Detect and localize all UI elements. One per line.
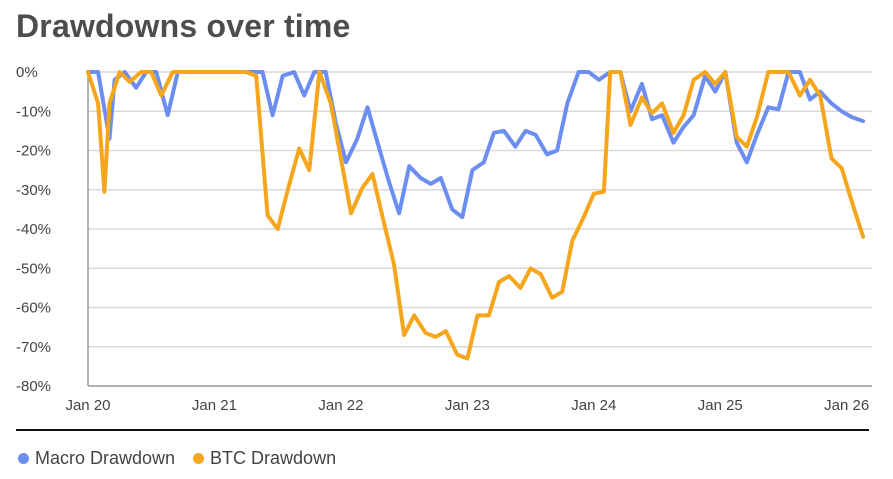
x-tick-label: Jan 26 — [824, 397, 869, 414]
legend-label-btc: BTC Drawdown — [210, 448, 337, 468]
x-tick-label: Jan 24 — [571, 397, 616, 414]
legend: Macro Drawdown BTC Drawdown — [18, 448, 354, 469]
y-tick-label: -30% — [16, 182, 51, 199]
legend-item-btc[interactable]: BTC Drawdown — [193, 448, 336, 469]
legend-label-macro: Macro Drawdown — [35, 448, 176, 468]
x-axis-ticks: Jan 20 Jan 21 Jan 22 Jan 23 Jan 24 Jan 25 Jan … — [65, 397, 869, 414]
x-tick-label: Jan 21 — [192, 397, 237, 414]
chart-title: Drawdowns over time — [16, 8, 351, 44]
y-tick-label: -10% — [16, 103, 51, 120]
y-tick-label: -80% — [16, 378, 51, 395]
y-tick-label: -40% — [16, 221, 51, 238]
y-tick-label: 0% — [16, 64, 38, 81]
y-tick-label: -20% — [16, 143, 51, 160]
legend-item-macro[interactable]: Macro Drawdown — [18, 448, 175, 469]
x-tick-label: Jan 25 — [698, 397, 743, 414]
legend-divider — [16, 429, 869, 431]
y-tick-label: -50% — [16, 260, 51, 277]
line-chart: 0% -10% -20% -30% -40% -50% -60% -70% -80% Jan 2… — [16, 64, 872, 414]
y-tick-label: -70% — [16, 339, 51, 356]
x-tick-label: Jan 22 — [318, 397, 363, 414]
x-tick-label: Jan 23 — [445, 397, 490, 414]
grid-lines — [87, 71, 872, 387]
y-tick-label: -60% — [16, 300, 51, 317]
x-tick-label: Jan 20 — [65, 397, 110, 414]
series-lines — [86, 70, 866, 361]
legend-dot-macro — [18, 453, 29, 464]
legend-dot-btc — [193, 453, 205, 464]
series-line-btc — [86, 70, 866, 361]
y-axis-ticks: 0% -10% -20% -30% -40% -50% -60% -70% -80% — [16, 64, 51, 395]
